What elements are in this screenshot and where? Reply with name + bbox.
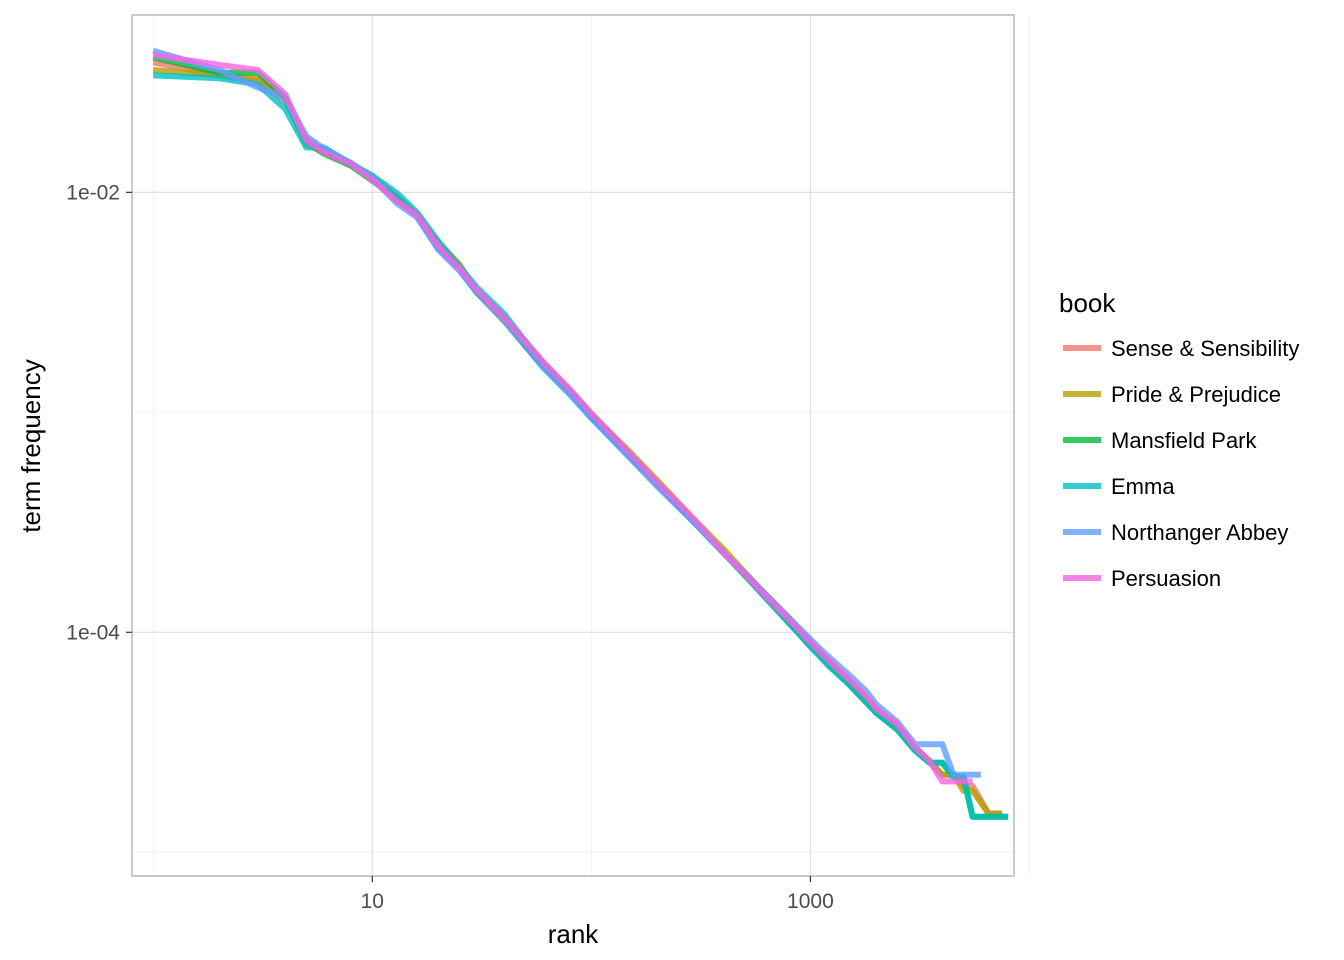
panel-border (131, 14, 1015, 877)
legend-label-1: Pride & Prejudice (1111, 382, 1281, 407)
legend-label-4: Northanger Abbey (1111, 520, 1288, 545)
y-axis-title: term frequency (16, 359, 46, 532)
legend-label-5: Persuasion (1111, 566, 1221, 591)
legend-title: book (1059, 288, 1116, 318)
y-tick-label: 1e-02 (66, 181, 120, 204)
legend-label-2: Mansfield Park (1111, 428, 1258, 453)
grid-lines (132, 15, 1030, 876)
y-tick-label: 1e-04 (66, 621, 120, 644)
panel-background (132, 15, 1014, 876)
legend: book Sense & Sensibility Pride & Prejudic… (1059, 288, 1299, 591)
series-line-5 (152, 52, 973, 785)
x-tick-label: 1000 (787, 890, 834, 913)
legend-label-0: Sense & Sensibility (1111, 336, 1299, 361)
x-axis-title: rank (548, 919, 600, 949)
legend-label-3: Emma (1111, 474, 1175, 499)
x-tick-label: 10 (361, 890, 384, 913)
series-lines (152, 47, 1009, 820)
axis-ticks: 10 1000 1e-02 1e-04 (66, 181, 833, 913)
